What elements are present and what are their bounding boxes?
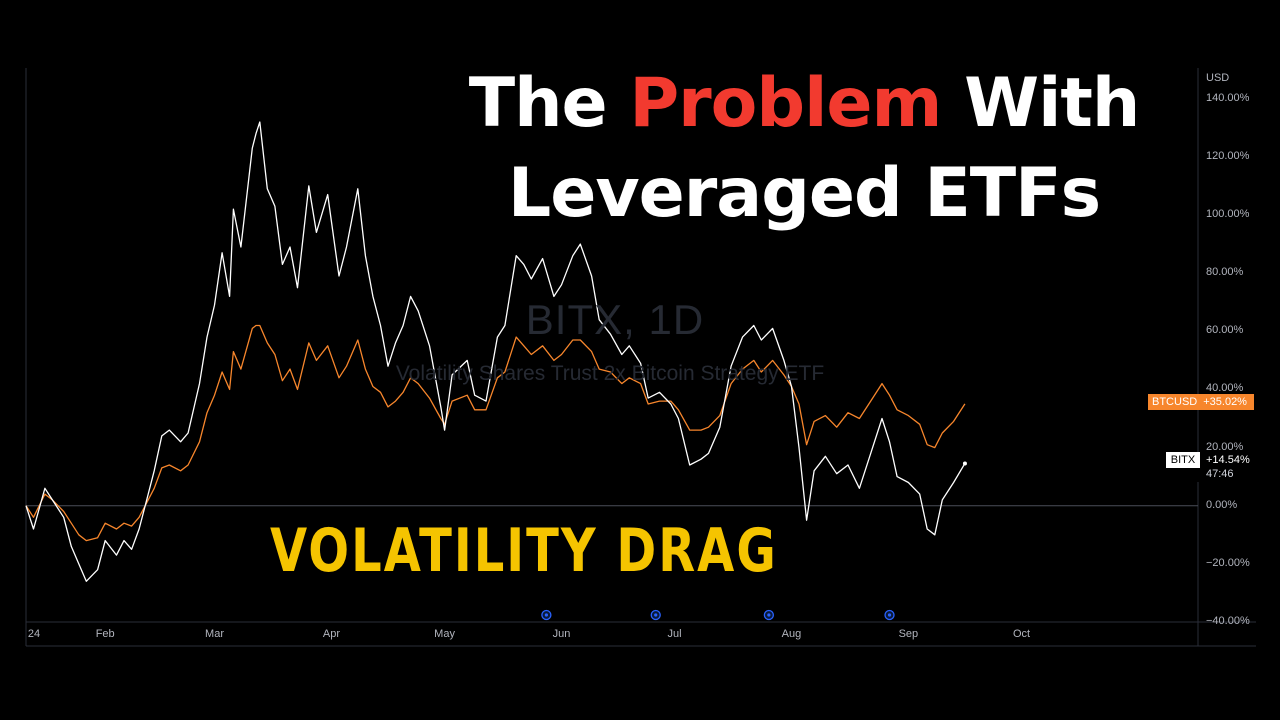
btcusd-tag-symbol: BTCUSD bbox=[1152, 396, 1198, 408]
time-axis-tick: Jun bbox=[552, 628, 571, 640]
price-axis-tick: 80.00% bbox=[1206, 266, 1244, 279]
time-axis-tick: Oct bbox=[1012, 628, 1031, 640]
series-line-btcusd bbox=[25, 324, 966, 542]
time-axis-tick: Aug bbox=[781, 628, 802, 640]
price-axis-tick: 140.00% bbox=[1206, 91, 1250, 104]
watermark-description: Volatility Shares Trust 2x Bitcoin Strat… bbox=[395, 362, 825, 385]
time-axis-tick: Sep bbox=[898, 628, 919, 640]
time-axis-tick: May bbox=[434, 628, 455, 640]
headline-word-the: The bbox=[468, 64, 608, 143]
event-marker-dot-3 bbox=[767, 613, 771, 617]
bitx-tag-symbol: BITX bbox=[1166, 452, 1200, 468]
time-axis-tick: Jul bbox=[667, 628, 682, 640]
btcusd-price-tag: BTCUSD +35.02% bbox=[1148, 394, 1254, 410]
btcusd-tag-value: +35.02% bbox=[1203, 396, 1247, 408]
time-axis-tick: Feb bbox=[95, 628, 115, 640]
time-axis-tick: Mar bbox=[205, 628, 225, 640]
bitx-last-point bbox=[962, 461, 967, 466]
series-line-bitx bbox=[25, 121, 966, 582]
headline-word-problem: Problem bbox=[629, 64, 942, 143]
price-axis-tick: −40.00% bbox=[1206, 615, 1250, 627]
price-axis-tick: 60.00% bbox=[1206, 324, 1244, 337]
event-marker-dot-1 bbox=[544, 613, 548, 617]
watermark-symbol: BITX, 1D bbox=[525, 296, 705, 343]
time-axis-tick: 24 bbox=[27, 628, 41, 640]
bitx-tag-countdown: 47:46 bbox=[1206, 468, 1234, 480]
price-axis-tick: 100.00% bbox=[1206, 207, 1250, 220]
bitx-price-tag: BITX +14.54% 47:46 bbox=[1166, 452, 1254, 482]
price-axis-tick: −20.00% bbox=[1206, 556, 1250, 569]
price-axis-tick: 0.00% bbox=[1206, 498, 1238, 511]
price-axis-tick: 40.00% bbox=[1206, 382, 1244, 395]
time-axis-tick: Apr bbox=[322, 628, 340, 640]
price-axis-tick: 20.00% bbox=[1206, 440, 1244, 453]
headline-line-1: The Problem With bbox=[424, 68, 1184, 140]
headline-line-2: Leveraged ETFs bbox=[507, 154, 1101, 233]
bitx-tag-value: +14.54% bbox=[1206, 454, 1250, 466]
price-axis-currency: USD bbox=[1206, 72, 1230, 84]
volatility-drag-label: VOLATILITY DRAG bbox=[270, 516, 778, 586]
price-axis-tick: 120.00% bbox=[1206, 149, 1250, 162]
headline-word-with: With bbox=[964, 64, 1140, 143]
event-marker-dot-4 bbox=[887, 613, 892, 617]
event-marker-dot-2 bbox=[654, 613, 658, 617]
